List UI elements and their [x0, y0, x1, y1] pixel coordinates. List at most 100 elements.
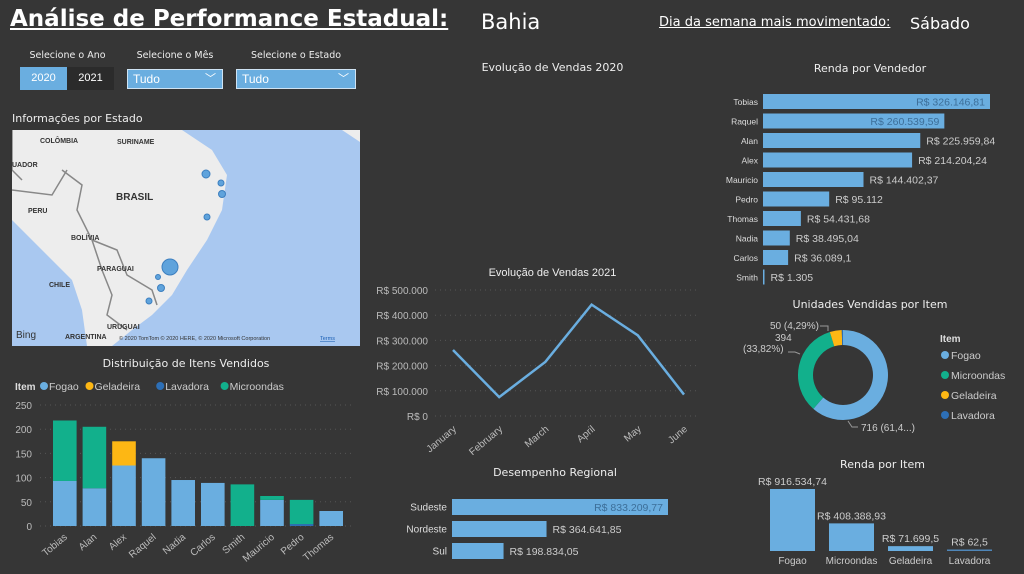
map-canvas[interactable]: COLÔMBIA SURINAME UADOR BRASIL PERU BOLÍ…: [12, 130, 360, 346]
month-slicer-label: Selecione o Mês: [136, 50, 214, 61]
map-bubble[interactable]: [217, 179, 225, 187]
map-label: BRASIL: [116, 192, 153, 203]
x-tick-label: June: [666, 424, 690, 447]
year-slicer-label: Selecione o Ano: [29, 50, 106, 61]
y-tick-label: R$ 400.000: [376, 311, 428, 322]
regional-title: Desempenho Regional: [493, 466, 617, 479]
sales-line: [452, 302, 685, 399]
month-dropdown[interactable]: Tudo ﹀: [127, 69, 223, 89]
category-label: Mauricio: [726, 175, 758, 185]
year-2020-button[interactable]: 2020: [20, 67, 67, 90]
bar-microondas: [289, 499, 314, 525]
legend-label: Lavadora: [951, 410, 995, 422]
x-tick-label: Carlos: [189, 532, 218, 559]
legend-label: Lavadora: [165, 381, 209, 393]
year-2021-button[interactable]: 2021: [67, 67, 114, 90]
bar-geladeira: [112, 441, 136, 466]
x-tick-label: March: [523, 424, 551, 450]
data-label: R$ 38.495,04: [796, 233, 859, 245]
x-tick-label: Thomas: [301, 532, 336, 564]
data-label: R$ 214.204,24: [918, 155, 987, 167]
sales-2020-title: Evolução de Vendas 2020: [481, 61, 624, 74]
legend-label: Geladeira: [95, 381, 141, 393]
data-label: R$ 833.209,77: [594, 502, 663, 514]
bar: [763, 211, 801, 226]
data-label: R$ 916.534,74: [758, 476, 827, 488]
map-label: URUGUAI: [107, 324, 140, 331]
x-tick-label: Tobias: [41, 532, 70, 559]
data-label: R$ 408.388,93: [817, 510, 886, 522]
legend-label: Microondas: [230, 381, 284, 393]
data-point: [636, 333, 640, 337]
bar-fogao: [260, 499, 284, 526]
data-label: R$ 36.089,1: [794, 253, 851, 265]
legend-label: Fogao: [951, 350, 981, 362]
state-dropdown[interactable]: Tudo ﹀: [236, 69, 356, 89]
bar: [763, 113, 945, 129]
map-bubble[interactable]: [161, 258, 179, 276]
state-map[interactable]: COLÔMBIA SURINAME UADOR BRASIL PERU BOLÍ…: [12, 130, 360, 346]
donut-slice-lavadora: [841, 330, 843, 346]
category-label: Tobias: [733, 97, 758, 107]
category-label: Raquel: [731, 117, 758, 127]
legend-label: Fogao: [49, 381, 79, 393]
legend-label: Microondas: [951, 370, 1005, 382]
data-label: R$ 71.699,5: [882, 533, 939, 545]
map-label: COLÔMBIA: [40, 136, 78, 145]
x-tick-label: Raquel: [127, 532, 158, 561]
page-title: Análise de Performance Estadual:: [10, 6, 449, 32]
data-point: [543, 360, 547, 364]
map-label: CHILE: [49, 282, 70, 289]
x-tick-label: Alex: [107, 532, 129, 553]
map-bubble[interactable]: [201, 169, 211, 179]
x-tick-label: April: [575, 424, 597, 445]
data-label: 716 (61,4...): [861, 423, 915, 434]
donut-slice-fogao: [813, 330, 888, 420]
map-terms-link[interactable]: Terms: [320, 336, 335, 342]
bar: [452, 543, 504, 559]
bar: [452, 521, 547, 537]
bar: [763, 172, 864, 187]
bar: [763, 230, 790, 246]
data-label: R$ 95.112: [835, 194, 883, 206]
data-label: R$ 1.305: [771, 272, 814, 284]
map-bubble[interactable]: [155, 274, 161, 280]
data-label: R$ 144.402,37: [870, 175, 939, 187]
sales-2021-title: Evolução de Vendas 2021: [488, 267, 617, 279]
data-label: (33,82%): [743, 344, 784, 355]
state-value: Tudo: [242, 72, 269, 86]
chevron-down-icon: ﹀: [205, 73, 216, 85]
y-tick-label: R$ 200.000: [376, 362, 428, 373]
map-bubble[interactable]: [218, 190, 226, 198]
bar: [763, 269, 765, 285]
bar: [763, 94, 990, 109]
map-bubble[interactable]: [203, 213, 211, 221]
legend-marker: [941, 411, 949, 419]
x-tick-label: Mauricio: [241, 532, 277, 565]
units-donut-chart: 50 (4,29%)394(33,82%) 716 (61,4...) Item Fo…: [743, 321, 1005, 434]
seller-revenue-chart: Tobias R$ 326.146,81 Raquel R$ 260.539,59 Al…: [726, 94, 995, 285]
regional-chart: Sudeste R$ 833.209,77 Nordeste R$ 364.641,8…: [406, 499, 668, 559]
bar: [452, 499, 668, 515]
state-slicer-label: Selecione o Estado: [250, 50, 342, 61]
bar: [888, 546, 933, 551]
y-tick-label: R$ 300.000: [376, 336, 428, 347]
legend-marker: [156, 382, 165, 390]
map-bubble[interactable]: [145, 297, 153, 305]
data-label: R$ 326.146,81: [916, 97, 985, 109]
category-label: Nadia: [736, 234, 758, 244]
map-bubble[interactable]: [157, 284, 165, 292]
legend-marker: [85, 382, 94, 390]
leader-line: [788, 351, 801, 355]
bar-fogao: [82, 488, 107, 526]
map-copyright: © 2020 TomTom © 2020 HERE, © 2020 Micros…: [119, 335, 270, 342]
bar-fogao: [53, 480, 77, 526]
data-label: R$ 260.539,59: [870, 116, 939, 128]
x-tick-label: Lavadora: [949, 556, 991, 567]
bar-lavadora: [289, 524, 314, 526]
donut-slice-microondas: [798, 331, 835, 409]
data-label: R$ 62,5: [951, 537, 988, 549]
bar-microondas: [82, 426, 107, 489]
bar-fogao: [141, 458, 166, 526]
map-label: SURINAME: [117, 139, 155, 146]
